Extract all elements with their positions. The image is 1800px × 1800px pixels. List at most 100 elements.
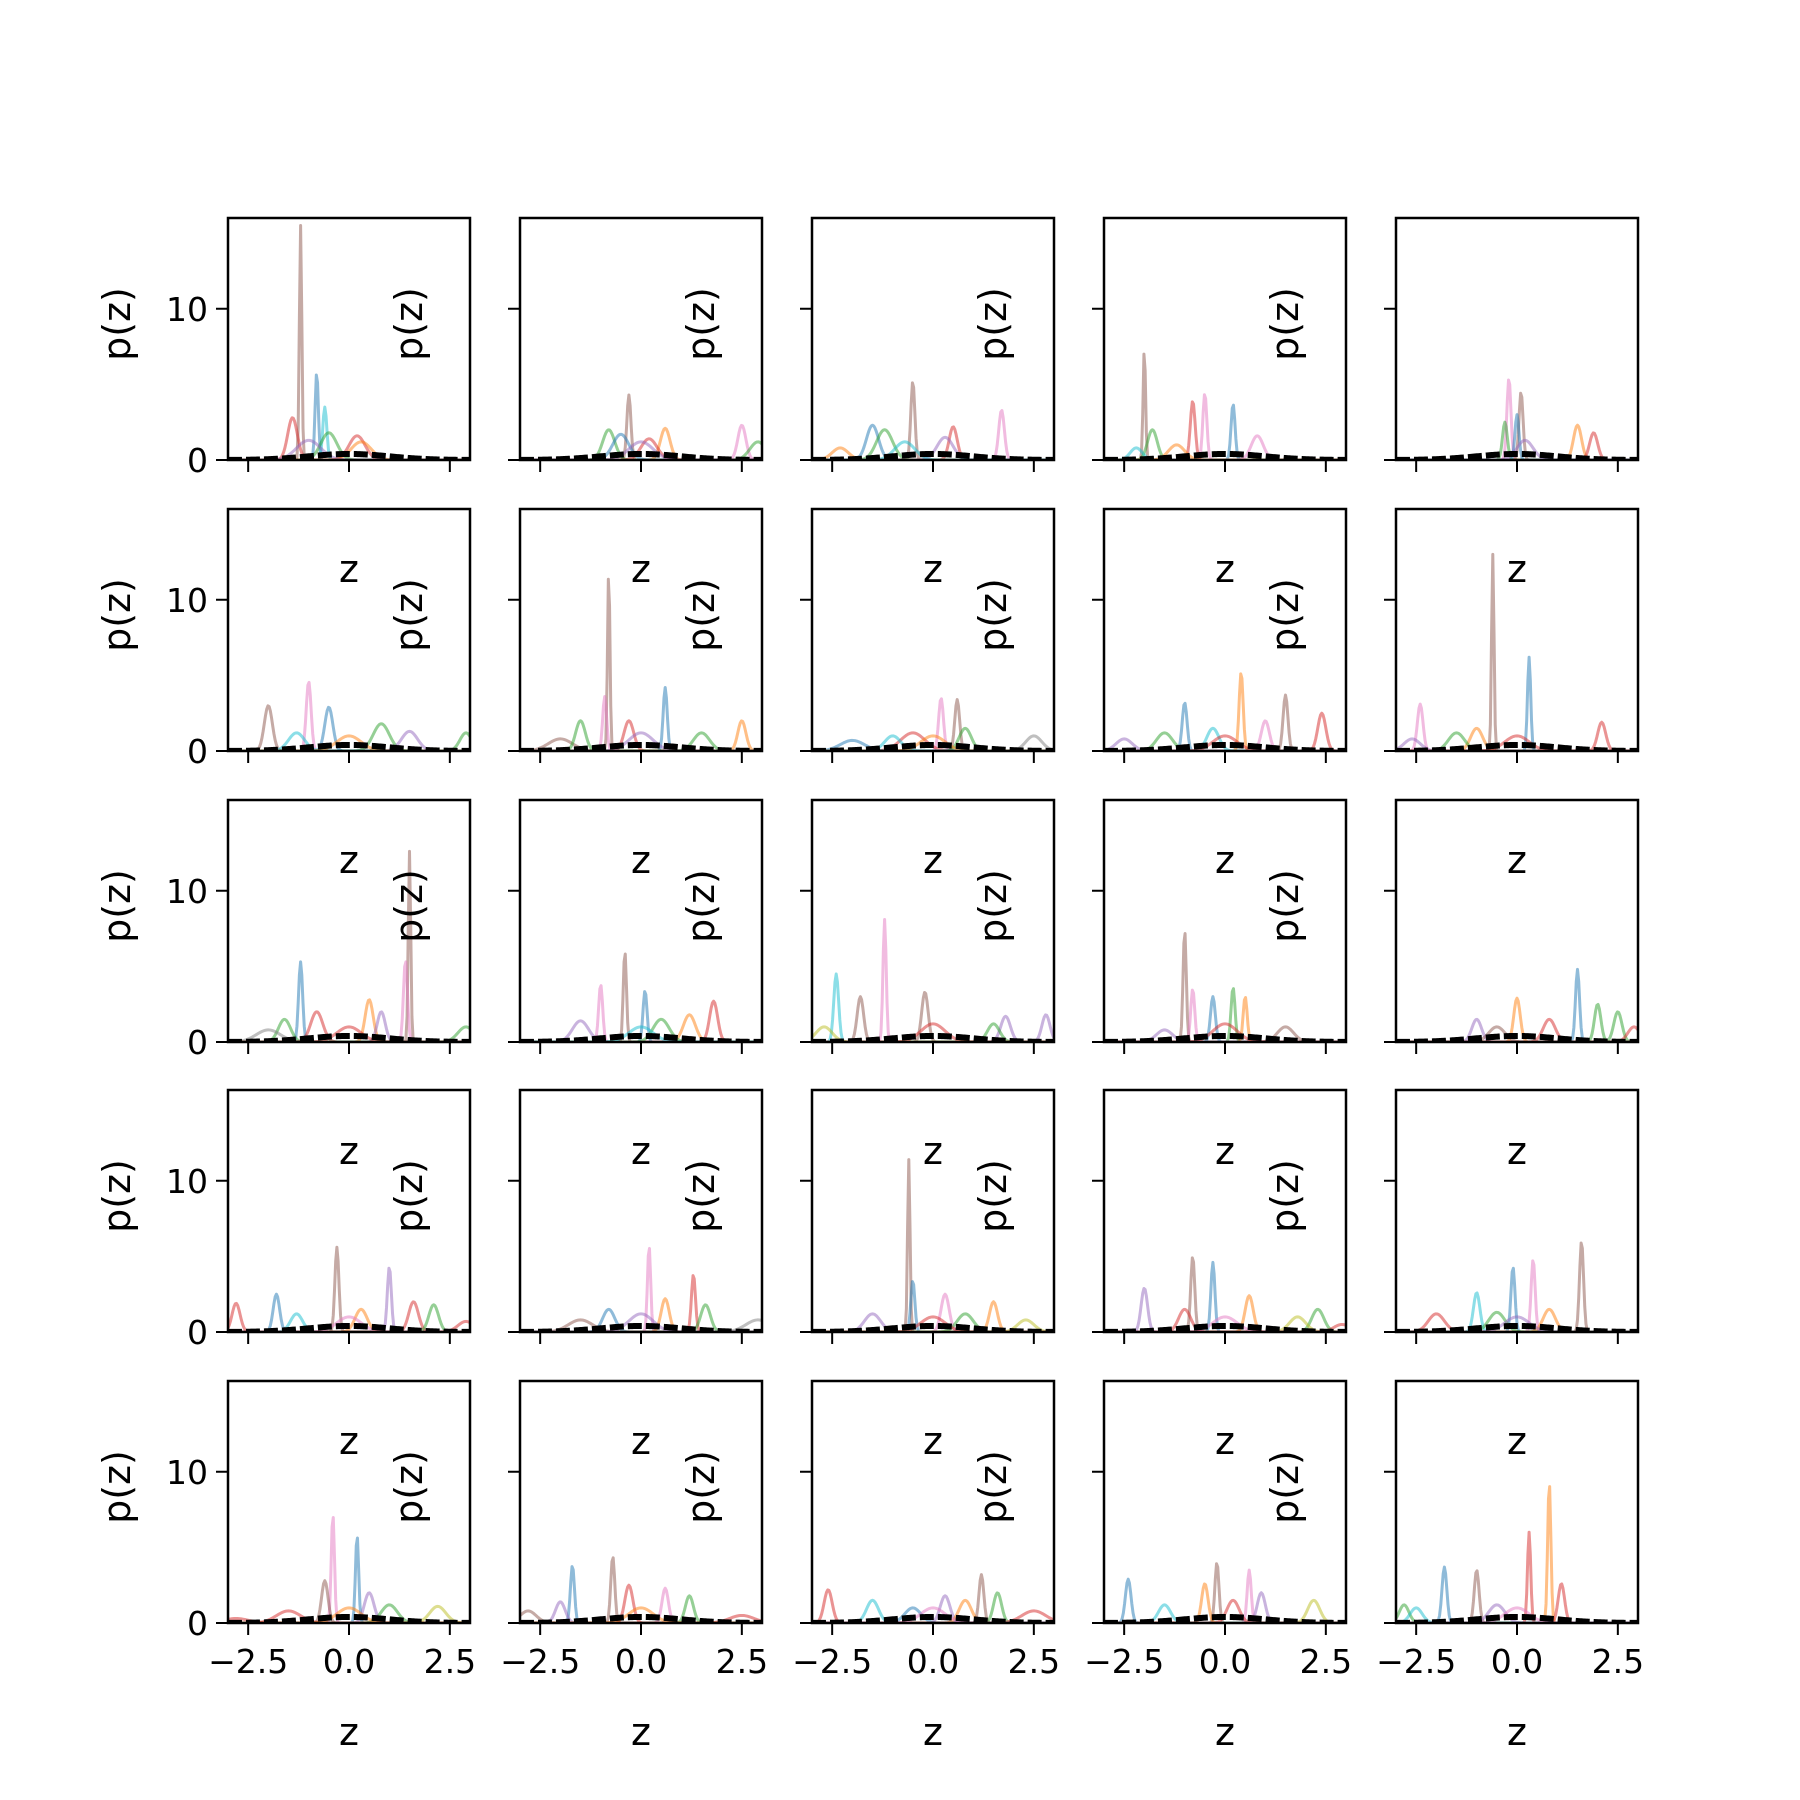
y-axis-label: p(z) xyxy=(95,578,139,652)
series-line-8 xyxy=(520,440,762,460)
y-axis-label: p(z) xyxy=(1263,1159,1307,1233)
panel-1-1: z 0 10 p(z) xyxy=(95,216,472,591)
panel-4-2: z p(z) xyxy=(387,1088,764,1463)
panel-5-1: −2.5 0.0 2.5 z 0 10 p(z) xyxy=(95,1379,476,1754)
panel-3-1: z 0 10 p(z) xyxy=(95,798,472,1173)
x-tick-label: −2.5 xyxy=(1084,1642,1164,1681)
panel-5-4: −2.5 0.0 2.5 z p(z) xyxy=(971,1379,1352,1754)
y-tick-label: 0 xyxy=(187,732,208,771)
series-line-9 xyxy=(1104,734,1346,751)
series-line-9 xyxy=(812,1606,1054,1623)
series-line-8 xyxy=(1104,1598,1346,1623)
series-line-4 xyxy=(520,999,762,1042)
panel-3-3: z p(z) xyxy=(679,798,1056,1173)
panel-3-4: z p(z) xyxy=(971,798,1348,1173)
panel-5-2: −2.5 0.0 2.5 z p(z) xyxy=(387,1379,768,1754)
series-line-3 xyxy=(1104,1286,1346,1332)
panel-1-5: z p(z) xyxy=(1263,216,1640,591)
x-tick-label: 2.5 xyxy=(424,1642,476,1681)
series-line-5 xyxy=(1396,1312,1638,1332)
x-axis-label: z xyxy=(339,547,359,591)
series-line-8 xyxy=(520,1025,762,1042)
series-line-6 xyxy=(812,446,1054,460)
series-line-4 xyxy=(1104,1598,1346,1623)
series-line-6 xyxy=(1104,1315,1346,1332)
series-line-4 xyxy=(520,737,762,751)
x-axis-label: z xyxy=(631,1710,651,1754)
y-axis-label: p(z) xyxy=(679,287,723,361)
y-axis-label: p(z) xyxy=(679,578,723,652)
panel-4-1: z 0 10 p(z) xyxy=(95,1088,472,1463)
series-line-6 xyxy=(812,738,1054,751)
y-axis-label: p(z) xyxy=(387,1159,431,1233)
series-line-4 xyxy=(1396,431,1638,460)
panel-1-3: z p(z) xyxy=(679,216,1056,591)
series-line-5 xyxy=(1104,428,1346,460)
series-line-8 xyxy=(812,1315,1054,1332)
y-axis-label: p(z) xyxy=(679,869,723,943)
series-line-8 xyxy=(1104,1022,1346,1042)
series-line-9 xyxy=(520,1606,762,1623)
y-tick-label: 10 xyxy=(166,581,208,620)
series-line-9 xyxy=(1104,1315,1346,1332)
y-axis-label: p(z) xyxy=(971,578,1015,652)
series-line-7 xyxy=(812,1318,1054,1332)
series-line-6 xyxy=(1104,446,1346,460)
y-axis-label: p(z) xyxy=(1263,287,1307,361)
x-tick-label: −2.5 xyxy=(208,1642,288,1681)
x-axis-label: z xyxy=(339,1710,359,1754)
panel-2-2: z p(z) xyxy=(387,507,764,882)
series-line-8 xyxy=(228,1028,470,1042)
x-tick-label: 2.5 xyxy=(1592,1642,1644,1681)
panel-5-5: −2.5 0.0 2.5 z p(z) xyxy=(1263,1379,1644,1754)
series-line-4 xyxy=(812,990,1054,1042)
series-line-8 xyxy=(228,1303,470,1332)
x-axis-label: z xyxy=(1215,547,1235,591)
x-axis-label: z xyxy=(631,1419,651,1463)
panel-2-1: z 0 10 p(z) xyxy=(95,507,472,882)
x-tick-label: 2.5 xyxy=(1008,1642,1060,1681)
x-tick-label: 2.5 xyxy=(1300,1642,1352,1681)
panel-4-4: z p(z) xyxy=(971,1088,1348,1463)
y-axis-label: p(z) xyxy=(971,1159,1015,1233)
x-axis-label: z xyxy=(1507,1419,1527,1463)
x-axis-label: z xyxy=(923,1419,943,1463)
y-tick-label: 0 xyxy=(187,1313,208,1352)
series-line-4 xyxy=(228,1604,470,1623)
series-line-10 xyxy=(228,1315,470,1332)
x-axis-label: z xyxy=(631,1129,651,1173)
x-axis-label: z xyxy=(631,547,651,591)
series-line-9 xyxy=(1396,1606,1638,1623)
series-line-9 xyxy=(812,1022,1054,1042)
x-axis-label: z xyxy=(923,1129,943,1173)
y-axis-label: p(z) xyxy=(387,869,431,943)
series-line-8 xyxy=(812,734,1054,751)
series-line-3 xyxy=(1396,1002,1638,1042)
y-axis-label: p(z) xyxy=(95,1450,139,1524)
x-axis-label: z xyxy=(1507,1710,1527,1754)
y-axis-label: p(z) xyxy=(1263,869,1307,943)
y-axis-label: p(z) xyxy=(95,869,139,943)
series-line-1 xyxy=(1104,352,1346,460)
series-line-4 xyxy=(1396,720,1638,751)
y-tick-label: 0 xyxy=(187,1023,208,1062)
panel-1-4: z p(z) xyxy=(971,216,1348,591)
x-axis-label: z xyxy=(1507,547,1527,591)
x-tick-label: 0.0 xyxy=(323,1642,375,1681)
x-tick-label: 0.0 xyxy=(907,1642,959,1681)
series-line-2 xyxy=(1396,996,1638,1042)
x-axis-label: z xyxy=(1215,1129,1235,1173)
x-tick-label: −2.5 xyxy=(1376,1642,1456,1681)
y-axis-label: p(z) xyxy=(971,869,1015,943)
x-tick-label: 2.5 xyxy=(716,1642,768,1681)
series-line-8 xyxy=(1396,1315,1638,1332)
x-tick-label: −2.5 xyxy=(792,1642,872,1681)
y-axis-label: p(z) xyxy=(1263,578,1307,652)
x-axis-label: z xyxy=(923,547,943,591)
series-line-8 xyxy=(228,734,470,751)
y-axis-label: p(z) xyxy=(971,287,1015,361)
x-tick-label: 0.0 xyxy=(1491,1642,1543,1681)
x-axis-label: z xyxy=(1215,1710,1235,1754)
y-tick-label: 10 xyxy=(166,1453,208,1492)
